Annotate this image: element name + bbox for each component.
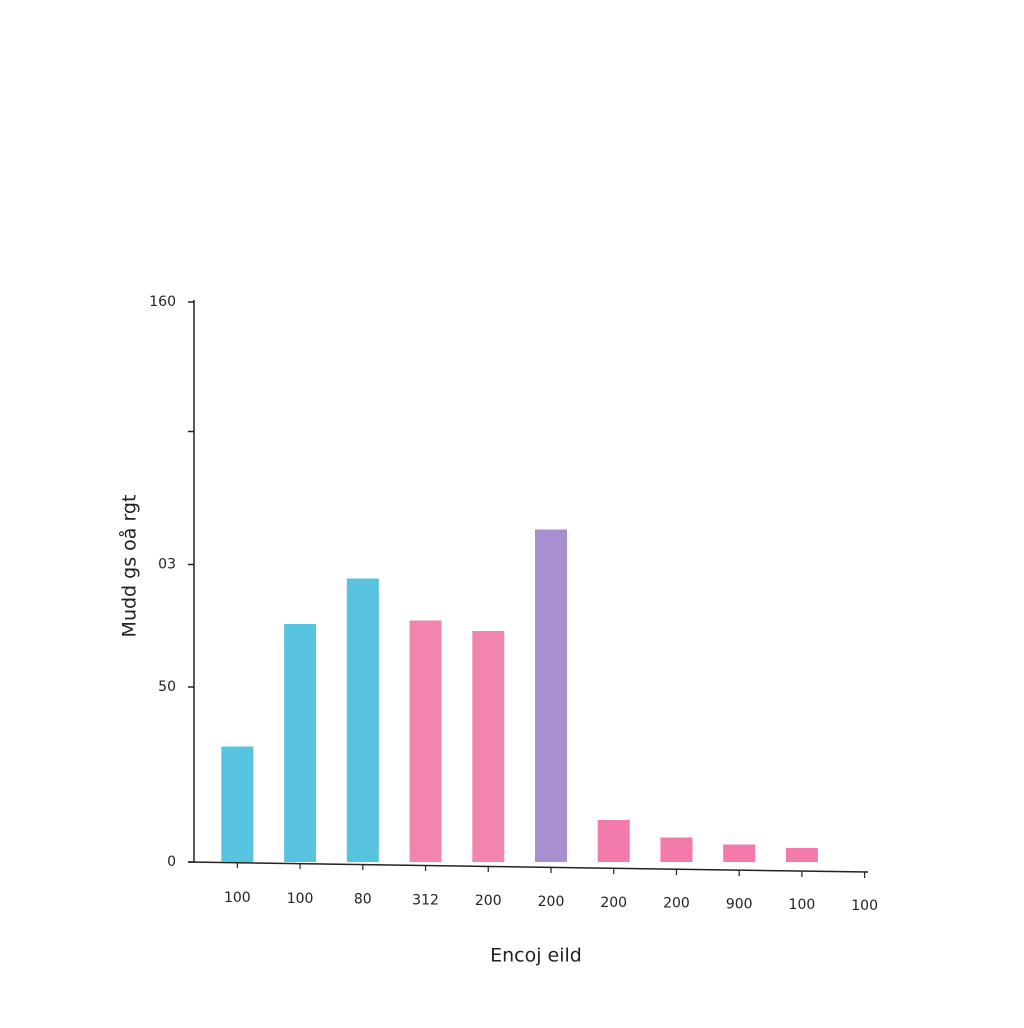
bar: [723, 844, 756, 862]
x-tick-label: 200: [663, 896, 690, 912]
x-tick-label: 200: [600, 895, 627, 911]
bar: [660, 837, 693, 862]
x-tick-label: 900: [726, 896, 753, 912]
x-axis: [187, 861, 869, 873]
x-tick-label: 100: [287, 891, 314, 907]
x-axis-title: Encoj eild: [490, 945, 582, 967]
x-tick-label: 100: [224, 890, 251, 906]
y-tick-label: 0: [167, 854, 176, 870]
bar: [284, 624, 317, 862]
bar: [597, 820, 630, 862]
bar: [785, 848, 818, 862]
x-tick-label: 100: [851, 898, 878, 914]
bar: [472, 631, 505, 862]
x-tick-label: 200: [538, 894, 565, 910]
x-tick-label: 100: [789, 897, 816, 913]
bar: [409, 620, 442, 862]
y-tick-label: 160: [149, 294, 176, 310]
y-tick-label: 50: [158, 679, 176, 695]
y-axis-title: Mudd gs oå rgt: [118, 495, 141, 638]
x-tick-label: 80: [354, 892, 372, 908]
bar: [535, 529, 567, 862]
y-tick-label: 03: [158, 557, 176, 573]
x-tick-label: 312: [412, 892, 439, 908]
bar: [221, 746, 254, 862]
x-tick-label: 200: [475, 893, 502, 909]
bar: [346, 578, 379, 862]
